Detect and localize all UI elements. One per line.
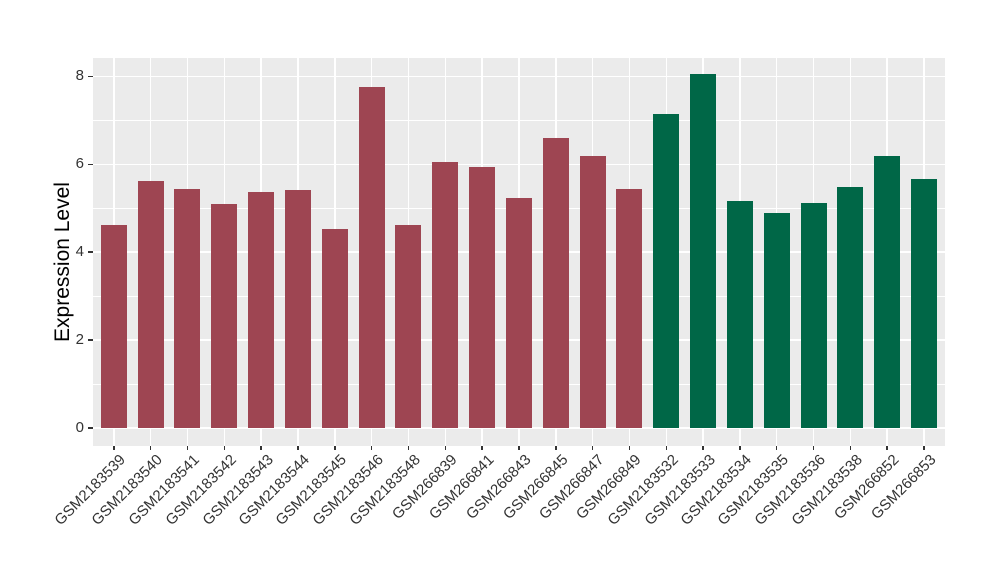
x-tick-mark — [407, 446, 410, 450]
x-tick-mark — [223, 446, 226, 450]
x-tick-mark — [775, 446, 778, 450]
x-tick-mark — [702, 446, 704, 450]
bar — [542, 138, 569, 428]
x-tick-mark — [260, 446, 262, 450]
x-tick-mark — [665, 446, 667, 450]
y-tick-label: 2 — [75, 331, 84, 349]
y-tick-label: 6 — [75, 155, 84, 173]
x-tick-mark — [628, 446, 631, 450]
x-tick-mark — [591, 446, 594, 450]
bar — [653, 114, 680, 428]
y-axis-title: Expression Level — [51, 182, 74, 342]
bar — [174, 189, 201, 428]
y-tick-mark — [88, 75, 93, 78]
x-tick-mark — [812, 446, 815, 450]
x-tick-mark — [518, 446, 520, 450]
x-tick-mark — [739, 446, 741, 450]
bar — [911, 179, 938, 428]
bar — [469, 167, 496, 428]
bar — [321, 228, 348, 428]
bar — [579, 155, 606, 428]
bar — [211, 203, 238, 428]
x-tick-mark — [886, 446, 888, 450]
bar — [358, 86, 385, 428]
bar — [248, 191, 275, 428]
x-tick-mark — [555, 446, 557, 450]
bar — [837, 186, 864, 428]
y-tick-label: 8 — [75, 67, 84, 85]
x-tick-mark — [297, 446, 299, 450]
bar — [616, 189, 643, 428]
bar — [874, 156, 901, 428]
bar — [690, 74, 717, 428]
bar — [505, 197, 532, 428]
x-tick-mark — [849, 446, 852, 450]
y-tick-mark — [88, 251, 93, 253]
bar — [395, 225, 422, 428]
y-tick-label: 4 — [75, 243, 84, 261]
bar — [284, 190, 311, 428]
x-tick-mark — [149, 446, 152, 450]
x-tick-mark — [113, 446, 115, 450]
bar — [100, 224, 127, 428]
bar — [800, 202, 827, 428]
plot-panel — [93, 58, 945, 446]
bar — [137, 181, 164, 428]
x-tick-mark — [370, 446, 373, 450]
bar — [432, 162, 459, 428]
bar — [726, 200, 753, 428]
x-tick-mark — [444, 446, 447, 450]
y-tick-mark — [88, 427, 93, 429]
x-tick-mark — [923, 446, 925, 450]
y-tick-mark — [88, 163, 93, 166]
y-tick-label: 0 — [75, 419, 84, 436]
bar — [763, 212, 790, 428]
y-tick-mark — [88, 339, 93, 341]
x-tick-mark — [186, 446, 189, 450]
x-tick-mark — [334, 446, 336, 450]
x-tick-mark — [481, 446, 483, 450]
